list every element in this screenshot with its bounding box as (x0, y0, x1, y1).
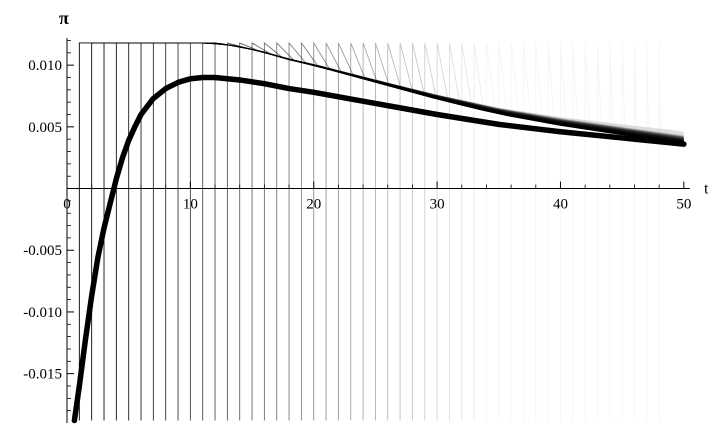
fan-line (251, 42, 684, 421)
fan-line (374, 42, 684, 421)
fan-line (621, 42, 684, 421)
fan-line (535, 42, 684, 421)
fan-line (399, 42, 684, 421)
fan-line (448, 42, 684, 421)
fan-line (609, 42, 684, 421)
fan-line (177, 42, 684, 421)
fan-line (436, 42, 684, 421)
fan-line (424, 42, 684, 421)
x-tick-label: 50 (676, 197, 691, 213)
fan-line (103, 42, 684, 421)
main-series (71, 74, 687, 424)
fan-line (486, 42, 684, 421)
fan-line (523, 42, 684, 421)
fan-line (572, 42, 684, 421)
ticks: 0 10 20 30 40 50 0.010 0.005 -0.005 -0.010 -0.015 (23, 40, 691, 412)
fan-line (128, 42, 684, 421)
fan-line (461, 42, 684, 421)
fan-line (276, 41, 684, 421)
fan-line (498, 42, 684, 421)
fan-line (362, 42, 684, 421)
fan-line (387, 42, 684, 421)
fan-line (646, 42, 684, 421)
x-axis-label: t (704, 181, 709, 198)
fan-line (411, 42, 684, 421)
y-tick-label: -0.015 (23, 367, 62, 383)
fan-line (337, 42, 684, 421)
y-axis-label: π (59, 8, 69, 28)
x-tick-label: 40 (553, 197, 568, 213)
fan-line (325, 42, 684, 421)
y-tick-label: -0.010 (23, 305, 62, 321)
fan-line (560, 42, 684, 421)
fan-line (288, 41, 684, 421)
fan-line (350, 42, 684, 421)
y-tick-label: 0.010 (28, 58, 62, 74)
x-tick-label: 0 (63, 197, 71, 213)
fan-line (473, 42, 684, 421)
fan-line (658, 42, 684, 421)
fan-line (510, 42, 684, 421)
main-series-line (71, 74, 687, 424)
fan-line (634, 42, 684, 421)
y-tick-label: -0.005 (23, 243, 62, 259)
fan-line (584, 42, 684, 421)
x-tick-label: 10 (183, 197, 198, 213)
fan-line (597, 42, 684, 421)
fan-line (313, 41, 684, 421)
fan-lines (78, 41, 684, 421)
x-tick-label: 20 (306, 197, 321, 213)
fan-line (547, 42, 684, 421)
y-tick-label: 0.005 (28, 120, 62, 136)
fan-line (300, 41, 684, 421)
fan-line (152, 42, 684, 421)
fan-line (78, 42, 684, 421)
x-tick-label: 30 (430, 197, 445, 213)
